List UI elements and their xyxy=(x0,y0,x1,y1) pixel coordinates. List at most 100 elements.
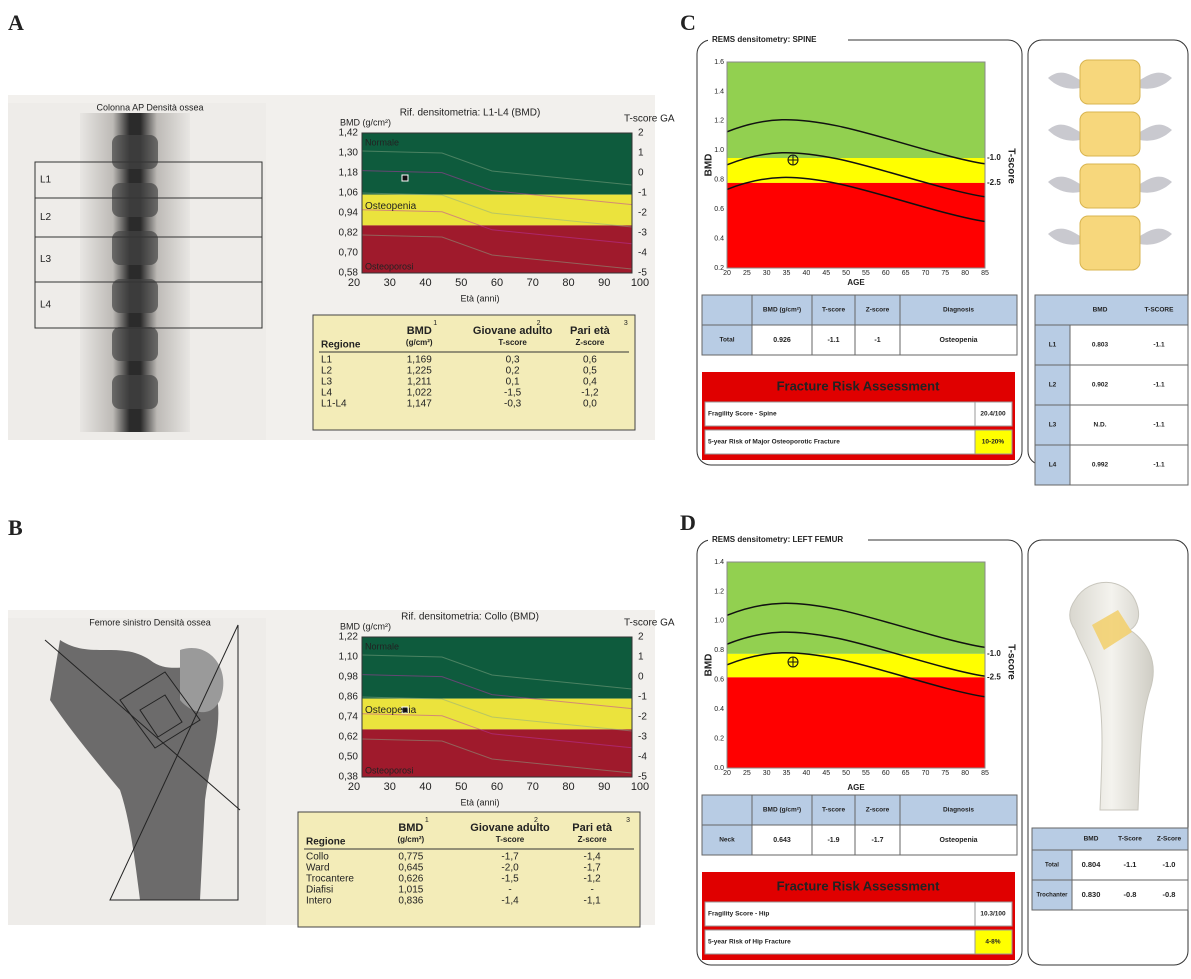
zone-normal xyxy=(727,562,985,654)
table-cell: Osteopenia xyxy=(939,837,977,844)
table-cell: Trocantere xyxy=(306,874,354,885)
x-tick-label: 45 xyxy=(822,270,830,277)
header-footnote: 3 xyxy=(624,320,628,327)
y-tick-label: 0,70 xyxy=(339,248,359,259)
y-tick-label: 0,50 xyxy=(339,752,359,763)
table-cell: 0,775 xyxy=(398,852,423,863)
fracture-title: Fracture Risk Assessment xyxy=(777,878,940,893)
table-cell: -1.7 xyxy=(871,837,883,844)
table-cell: -1,4 xyxy=(501,896,519,907)
table-cell: -0,3 xyxy=(504,399,522,410)
y-tick-label: 1,42 xyxy=(339,128,359,139)
tscore-mark: -1.0 xyxy=(987,649,1001,658)
x-tick-label: 65 xyxy=(902,270,910,277)
y-tick-label: 1.2 xyxy=(714,118,724,125)
scan-title: Femore sinistro Densità ossea xyxy=(89,617,211,627)
vertebra-shadow xyxy=(112,183,158,217)
table-cell: -1.1 xyxy=(1153,382,1165,389)
x-tick-label: 30 xyxy=(763,770,771,777)
fracture-label: 5-year Risk of Major Osteoporotic Fractu… xyxy=(708,439,840,446)
table-header: Giovane adulto xyxy=(470,822,550,834)
table-cell: 0.992 xyxy=(1092,462,1109,469)
table-cell: L4 xyxy=(321,388,333,399)
x-tick-label: 70 xyxy=(527,781,539,793)
x-tick-label: 60 xyxy=(882,770,890,777)
y2-tick-label: -3 xyxy=(638,732,647,743)
table-cell: L1-L4 xyxy=(321,399,347,410)
table-header: Diagnosis xyxy=(943,307,974,314)
vertebra-body xyxy=(1080,112,1140,156)
table-cell: -2,0 xyxy=(501,863,519,874)
x-tick-label: 20 xyxy=(348,277,360,289)
vertebra-shadow xyxy=(112,279,158,313)
table-cell: 0,6 xyxy=(583,355,597,366)
table-cell: L1 xyxy=(321,355,333,366)
zone-osteoporosis xyxy=(727,677,985,768)
y-tick-label: 0.6 xyxy=(714,677,724,684)
zone-label: Osteoporosi xyxy=(365,765,414,775)
fracture-label: Fragility Score - Hip xyxy=(708,911,769,918)
x-tick-label: 60 xyxy=(491,781,503,793)
table-cell: Collo xyxy=(306,852,329,863)
table-header: BMD (g/cm²) xyxy=(763,307,801,314)
y2-tick-label: 1 xyxy=(638,148,644,159)
x-axis-title: AGE xyxy=(847,278,865,287)
chart-title: Rif. densitometria: L1-L4 (BMD) xyxy=(400,108,541,119)
zone-label: Normale xyxy=(365,137,399,147)
zone-label: Osteoporosi xyxy=(365,261,414,271)
y-tick-label: 1.0 xyxy=(714,618,724,625)
table-cell: 0,0 xyxy=(583,399,597,410)
table-header: Z-score xyxy=(578,835,607,844)
y2-tick-label: -1 xyxy=(638,692,647,703)
table-header: T-score xyxy=(498,338,527,347)
y-tick-label: 1.2 xyxy=(714,588,724,595)
table-cell: L2 xyxy=(1049,382,1057,389)
table-cell: 0.830 xyxy=(1082,890,1101,899)
vertebra-shadow xyxy=(112,231,158,265)
y2-tick-label: 0 xyxy=(638,168,644,179)
table-cell: -1.1 xyxy=(1153,462,1165,469)
table-cell: 0,1 xyxy=(506,377,520,388)
y-tick-label: 0,74 xyxy=(339,712,359,723)
table-cell: L3 xyxy=(1049,422,1057,429)
x-tick-label: 30 xyxy=(763,270,771,277)
y2-tick-label: -4 xyxy=(638,752,647,763)
y-tick-label: 1.6 xyxy=(714,59,724,66)
table-header: Z-score xyxy=(866,807,890,814)
x-tick-label: 90 xyxy=(598,277,610,289)
x-tick-label: 70 xyxy=(922,770,930,777)
table-cell: Neck xyxy=(719,837,735,844)
x-tick-label: 90 xyxy=(598,781,610,793)
x-tick-label: 20 xyxy=(723,270,731,277)
x-tick-label: 45 xyxy=(822,770,830,777)
side-table-row xyxy=(1070,445,1188,485)
table-cell: -0.8 xyxy=(1124,890,1137,899)
table-cell: 0.643 xyxy=(773,837,791,844)
zone-normal xyxy=(727,62,985,158)
y2-tick-label: -4 xyxy=(638,248,647,259)
table-header: Pari età xyxy=(572,822,613,834)
y-axis-title: BMD (g/cm²) xyxy=(340,117,391,127)
table-header: BMD xyxy=(1084,836,1099,843)
table-cell: -1.0 xyxy=(1163,860,1176,869)
x-tick-label: 25 xyxy=(743,770,751,777)
header-footnote: 1 xyxy=(425,817,429,824)
header-footnote: 1 xyxy=(433,320,437,327)
table-header: Diagnosis xyxy=(943,807,974,814)
y2-axis-title: T-score GA xyxy=(624,618,675,629)
x-tick-label: 50 xyxy=(842,270,850,277)
side-table-row xyxy=(1070,405,1188,445)
side-table-row xyxy=(1070,325,1188,365)
y-tick-label: 1,10 xyxy=(339,652,359,663)
table-cell: L1 xyxy=(1049,342,1057,349)
y2-tick-label: 0 xyxy=(638,672,644,683)
x-tick-label: 85 xyxy=(981,770,989,777)
panel-label: D xyxy=(680,510,696,535)
y-tick-label: 0,62 xyxy=(339,732,359,743)
x-tick-label: 40 xyxy=(419,277,431,289)
x-tick-label: 60 xyxy=(491,277,503,289)
x-tick-label: 60 xyxy=(882,270,890,277)
vertebra-shadow xyxy=(112,327,158,361)
y-tick-label: 1.0 xyxy=(714,147,724,154)
x-tick-label: 35 xyxy=(783,270,791,277)
